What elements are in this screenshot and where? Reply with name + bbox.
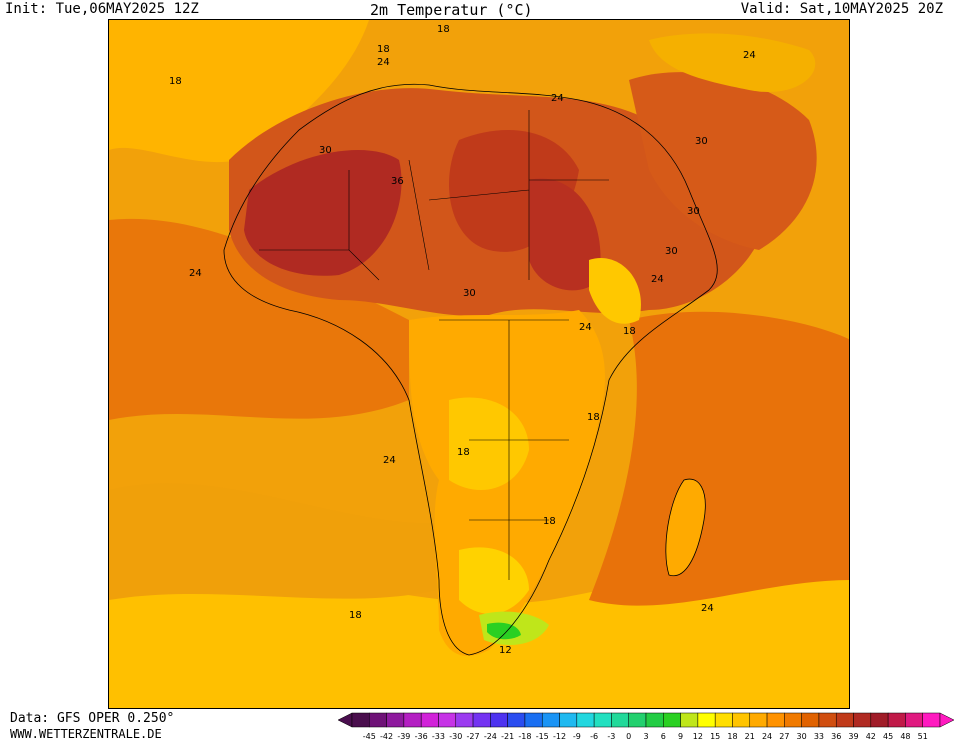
- contour-label: 18: [377, 44, 390, 55]
- contour-label: 24: [701, 603, 714, 614]
- scale-tick-label: 15: [710, 732, 720, 741]
- contour-label: 18: [623, 326, 636, 337]
- scale-swatch: [680, 712, 699, 728]
- scale-swatch: [887, 712, 906, 728]
- contour-label: 18: [587, 412, 600, 423]
- scale-swatch: [559, 712, 578, 728]
- map-title: 2m Temperatur (°C): [370, 1, 533, 19]
- scale-swatch: [714, 712, 733, 728]
- scale-tick-label: 45: [883, 732, 893, 741]
- scale-tick-label: -18: [518, 732, 531, 741]
- scale-swatch: [490, 712, 508, 728]
- scale-swatch: [386, 712, 405, 728]
- scale-swatch: [784, 712, 802, 728]
- contour-label: 24: [743, 50, 756, 61]
- scale-tick-label: 30: [797, 732, 807, 741]
- scale-tick-label: 24: [762, 732, 772, 741]
- scale-tick-label: -24: [484, 732, 497, 741]
- scale-tick-label: -21: [501, 732, 514, 741]
- valid-time: Valid: Sat,10MAY2025 20Z: [740, 1, 943, 17]
- scale-tick-label: 6: [661, 732, 666, 741]
- scale-tick-label: -30: [449, 732, 462, 741]
- contour-label: 12: [499, 645, 512, 656]
- scale-swatch: [853, 712, 872, 728]
- scale-swatch: [403, 712, 422, 728]
- contour-label: 18: [437, 24, 450, 35]
- scale-tick-label: 18: [727, 732, 737, 741]
- scale-swatch: [351, 712, 370, 728]
- scale-tick-label: -15: [536, 732, 549, 741]
- scale-tick-label: 3: [643, 732, 648, 741]
- scale-swatch: [593, 712, 612, 728]
- contour-label: 24: [551, 93, 564, 104]
- contour-label: 24: [189, 268, 202, 279]
- scale-tick-label: 51: [918, 732, 928, 741]
- scale-tick-label: 36: [831, 732, 841, 741]
- scale-swatch: [455, 712, 474, 728]
- scale-tick-label: 42: [866, 732, 876, 741]
- scale-swatch: [645, 712, 664, 728]
- scale-swatch: [870, 712, 889, 728]
- contour-label: 24: [651, 274, 664, 285]
- scale-tick-label: 21: [745, 732, 755, 741]
- scale-tick-label: 33: [814, 732, 824, 741]
- contour-label: 30: [687, 206, 700, 217]
- contour-label: 24: [383, 455, 396, 466]
- scale-tick-label: -6: [590, 732, 598, 741]
- scale-swatch: [576, 712, 595, 728]
- contour-label: 30: [463, 288, 476, 299]
- scale-swatch: [697, 712, 716, 728]
- scale-swatch: [507, 712, 526, 728]
- scale-tick-label: -42: [380, 732, 393, 741]
- scale-tick-label: -39: [397, 732, 410, 741]
- scale-tick-label: -3: [607, 732, 615, 741]
- scale-swatch: [628, 712, 647, 728]
- contour-label: 30: [695, 136, 708, 147]
- scale-tick-label: -36: [415, 732, 428, 741]
- scale-swatch: [541, 712, 560, 728]
- contour-label: 30: [665, 246, 678, 257]
- scale-arrow-low: [337, 712, 353, 728]
- scale-swatch: [766, 712, 785, 728]
- scale-swatch: [835, 712, 854, 728]
- scale-arrow-high: [939, 712, 955, 728]
- scale-tick-label: -45: [363, 732, 376, 741]
- scale-swatch: [369, 712, 387, 728]
- scale-tick-label: -9: [573, 732, 581, 741]
- color-scale: -45 -42 -39 -36 -33 -30 -27 -24 -21 -18 -15 -12 -9 -6…: [336, 711, 957, 741]
- scale-swatch: [749, 712, 768, 728]
- site-name: WWW.WETTERZENTRALE.DE: [10, 727, 162, 741]
- temperature-map[interactable]: 18 18 24 18 24 30 36 24 30 30 30 24 30 2…: [108, 19, 850, 709]
- contour-label: 30: [319, 145, 332, 156]
- contour-label: 24: [377, 57, 390, 68]
- scale-swatch: [732, 712, 751, 728]
- data-source: Data: GFS OPER 0.250°: [10, 711, 175, 726]
- scale-swatch: [420, 712, 439, 728]
- init-time: Init: Tue,06MAY2025 12Z: [5, 1, 199, 17]
- scale-tick-label: -27: [467, 732, 480, 741]
- scale-swatch: [818, 712, 837, 728]
- contour-label: 36: [391, 176, 404, 187]
- scale-swatch: [438, 712, 457, 728]
- contour-label: 18: [543, 516, 556, 527]
- scale-tick-label: 27: [779, 732, 789, 741]
- contour-label: 18: [457, 447, 470, 458]
- scale-swatch: [611, 712, 629, 728]
- scale-swatch: [801, 712, 820, 728]
- scale-tick-label: -33: [432, 732, 445, 741]
- scale-tick-label: 9: [678, 732, 683, 741]
- scale-swatch: [524, 712, 543, 728]
- scale-tick-label: 39: [848, 732, 858, 741]
- scale-swatch: [663, 712, 681, 728]
- scale-swatch: [905, 712, 923, 728]
- contour-label: 18: [349, 610, 362, 621]
- scale-swatch: [922, 712, 941, 728]
- scale-tick-label: 48: [900, 732, 910, 741]
- scale-tick-label: -12: [553, 732, 566, 741]
- scale-swatch: [472, 712, 491, 728]
- scale-tick-label: 0: [626, 732, 631, 741]
- contour-label: 24: [579, 322, 592, 333]
- contour-label: 18: [169, 76, 182, 87]
- scale-tick-label: 12: [693, 732, 703, 741]
